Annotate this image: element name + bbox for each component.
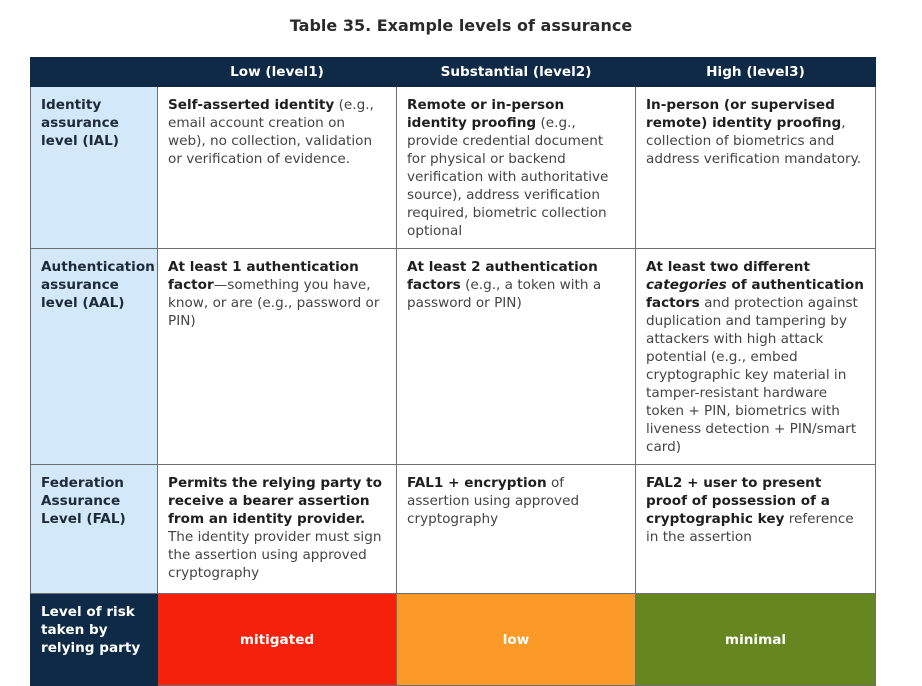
table-row: Federation Assurance Level (FAL) Permits… (30, 464, 876, 594)
table-caption: Table 35. Example levels of assurance (289, 16, 633, 35)
cell-text: (e.g., email account creation on web), n… (168, 97, 374, 167)
cell-aal-low: At least 1 authentication factor—somethi… (157, 248, 397, 465)
table-row: Authentication assurance level (AAL) At … (30, 248, 876, 465)
risk-cell-low: low (396, 593, 636, 686)
cell-ial-low: Self-asserted identity (e.g., email acco… (157, 86, 397, 249)
cell-text: , collection of biometrics and address v… (646, 115, 862, 167)
cell-bold-text: Permits the relying party to receive a b… (168, 475, 382, 527)
risk-row: Level of risk taken by relying party mit… (30, 593, 876, 686)
cell-text: reference in the assertion (646, 511, 854, 545)
cell-aal-high: At least two different categories of aut… (635, 248, 876, 465)
header-corner (30, 57, 158, 87)
cell-text: (e.g., provide credential document for p… (407, 115, 609, 239)
cell-ial-high: In-person (or supervised remote) identit… (635, 86, 876, 249)
cell-bold-text: In-person (or supervised remote) identit… (646, 97, 842, 131)
cell-fal-high: FAL2 + user to present proof of possessi… (635, 464, 876, 594)
cell-bold-text: At least two different (646, 259, 810, 275)
cell-text: and protection against duplication and t… (646, 295, 858, 455)
risk-cell-mitigated: mitigated (157, 593, 397, 686)
cell-aal-substantial: At least 2 authentication factors (e.g.,… (396, 248, 636, 465)
cell-bold-text: Remote or in-person identity proofing (407, 97, 565, 131)
cell-text: —something you have, know, or are (e.g.,… (168, 277, 380, 329)
header-high: High (level3) (635, 57, 876, 87)
table-row: Identity assurance level (IAL) Self-asse… (30, 86, 876, 249)
cell-bold-text: FAL1 + encryption (407, 475, 547, 491)
header-substantial: Substantial (level2) (396, 57, 636, 87)
cell-text: of assertion using approved cryptography (407, 475, 580, 527)
cell-bold-text: At least 1 authentication factor (168, 259, 359, 293)
header-row: Low (level1) Substantial (level2) High (… (30, 57, 876, 87)
row-label-risk: Level of risk taken by relying party (30, 593, 158, 686)
assurance-levels-table: Low (level1) Substantial (level2) High (… (30, 57, 876, 686)
cell-bold-text: Self-asserted identity (168, 97, 335, 113)
header-low: Low (level1) (157, 57, 397, 87)
cell-italic-text: categories (646, 277, 727, 293)
cell-fal-substantial: FAL1 + encryption of assertion using app… (396, 464, 636, 594)
cell-bold-text: FAL2 + user to present proof of possessi… (646, 475, 830, 527)
risk-cell-minimal: minimal (635, 593, 876, 686)
cell-bold-text: At least 2 authentication factors (407, 259, 598, 293)
row-label-ial: Identity assurance level (IAL) (30, 86, 158, 249)
row-label-aal: Authentication assurance level (AAL) (30, 248, 158, 465)
cell-ial-substantial: Remote or in-person identity proofing (e… (396, 86, 636, 249)
cell-bold-text: of authentication factors (646, 277, 864, 311)
row-label-fal: Federation Assurance Level (FAL) (30, 464, 158, 594)
cell-text: The identity provider must sign the asse… (168, 529, 382, 581)
cell-text: (e.g., a token with a password or PIN) (407, 277, 602, 311)
cell-fal-low: Permits the relying party to receive a b… (157, 464, 397, 594)
